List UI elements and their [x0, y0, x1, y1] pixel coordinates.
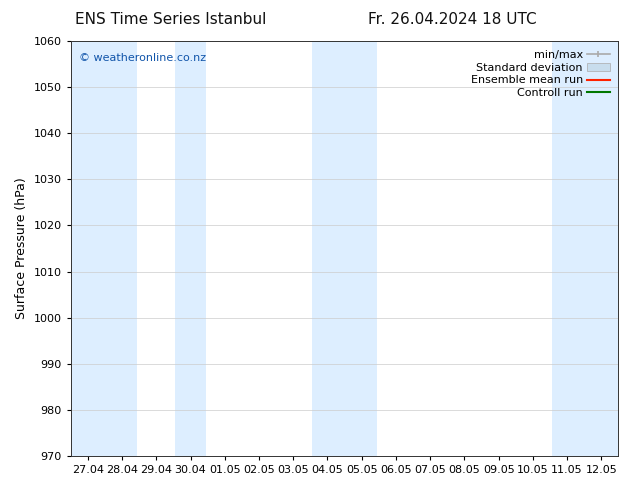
Legend: min/max, Standard deviation, Ensemble mean run, Controll run: min/max, Standard deviation, Ensemble me…	[467, 47, 613, 101]
Bar	[312, 41, 377, 456]
Y-axis label: Surface Pressure (hPa): Surface Pressure (hPa)	[15, 178, 28, 319]
Bar	[552, 41, 619, 456]
Text: © weatheronline.co.nz: © weatheronline.co.nz	[79, 53, 206, 64]
Bar	[71, 41, 138, 456]
Text: Fr. 26.04.2024 18 UTC: Fr. 26.04.2024 18 UTC	[368, 12, 536, 27]
Text: ENS Time Series Istanbul: ENS Time Series Istanbul	[75, 12, 266, 27]
Bar	[175, 41, 206, 456]
